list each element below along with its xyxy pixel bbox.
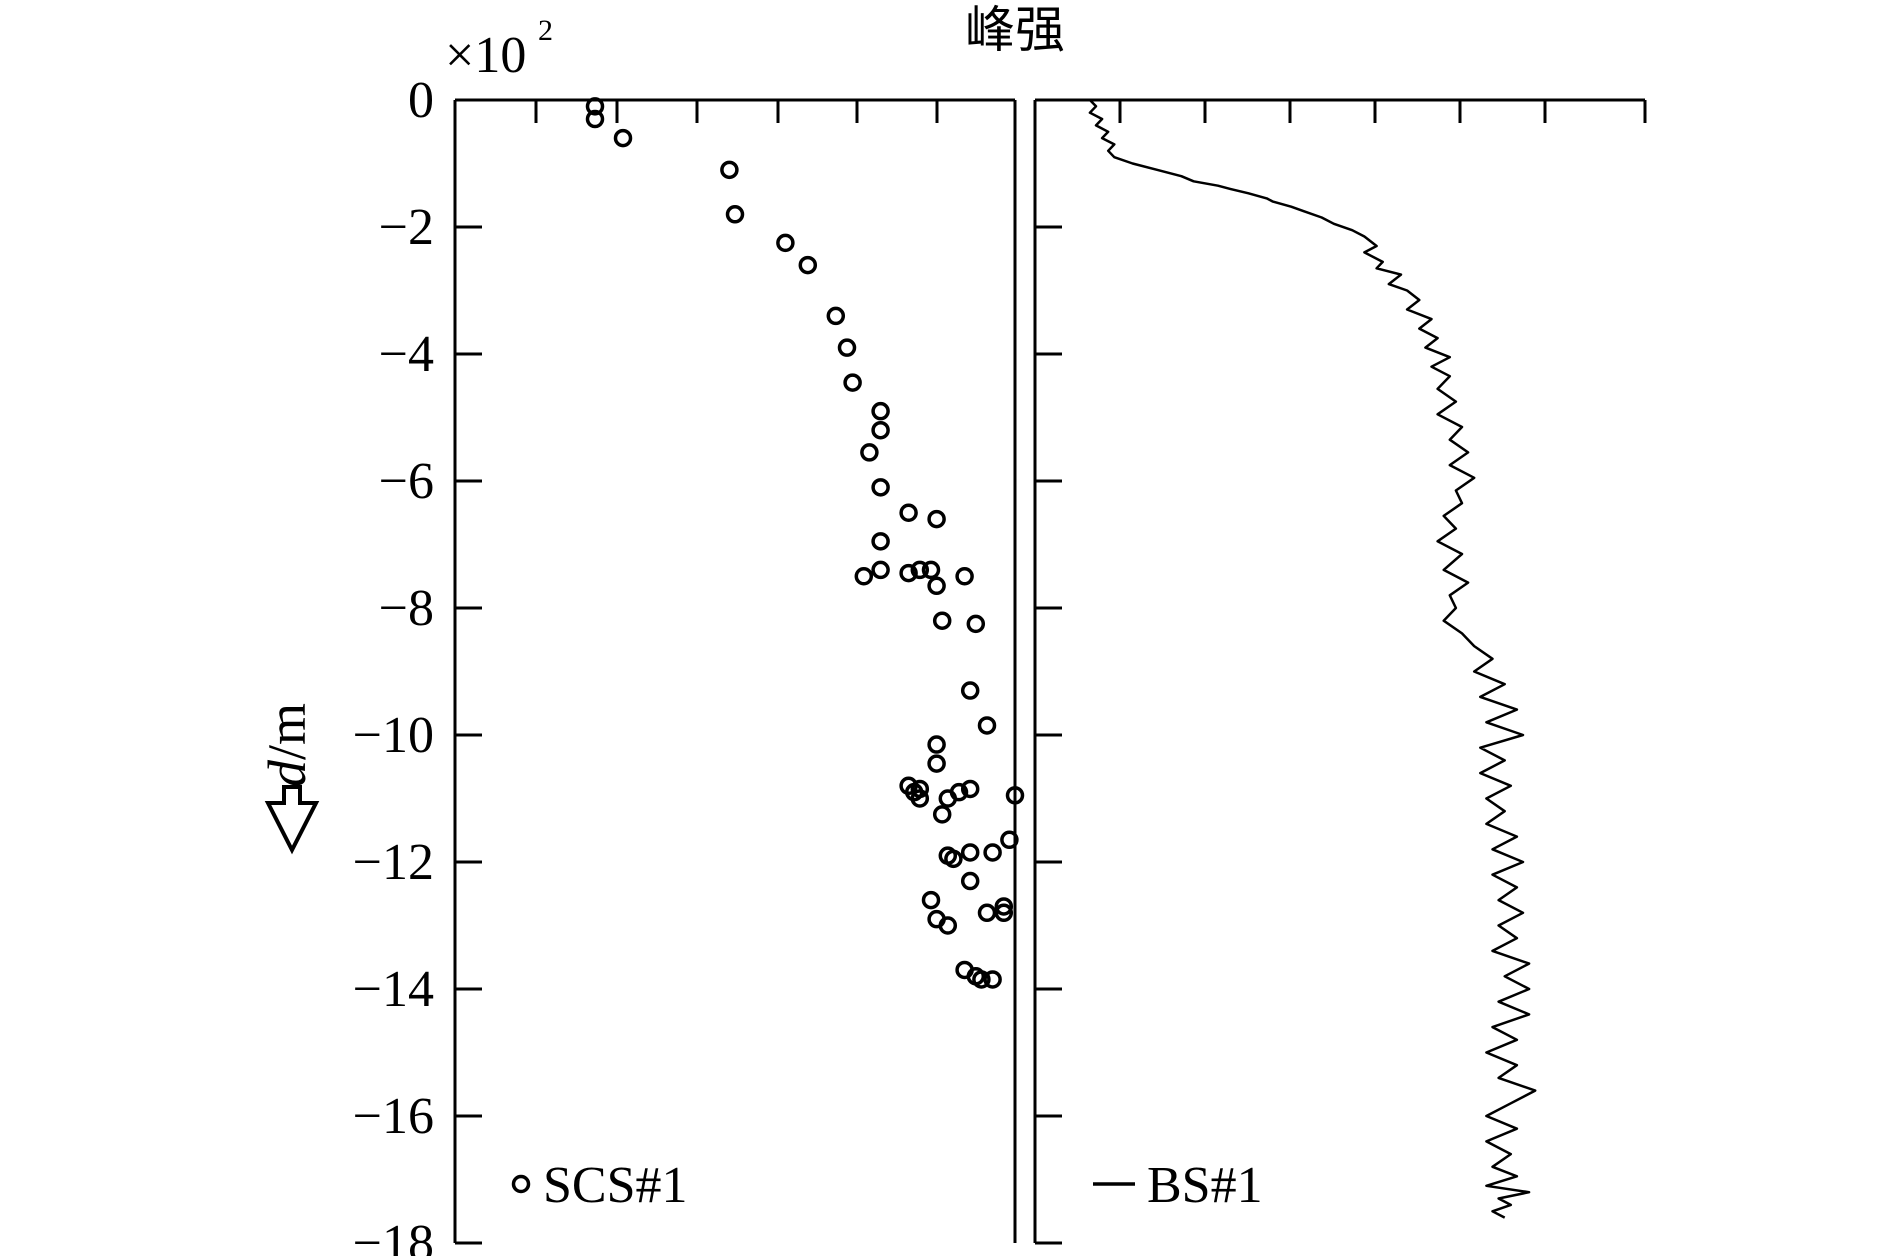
scatter-point: [994, 903, 1014, 923]
scatter-point: [927, 735, 946, 754]
y-tick-label: −12: [353, 834, 434, 891]
y-tick-label: −8: [379, 580, 434, 637]
left-panel-ticks: [455, 98, 939, 1245]
scatter-point: [613, 128, 633, 148]
scatter-point: [960, 871, 980, 891]
scatter-point: [960, 843, 980, 862]
legend-scs1-label: SCS#1: [543, 1157, 688, 1214]
scatter-point: [927, 509, 946, 529]
depth-arrow-shape: [264, 785, 320, 855]
scatter-point: [932, 805, 952, 824]
scatter-point: [871, 478, 890, 497]
scatter-point: [871, 532, 890, 551]
y-axis-label-unit: /m: [257, 703, 317, 760]
y-tick-label: −14: [353, 961, 434, 1018]
scatter-point: [585, 109, 605, 129]
scatter-point: [977, 716, 997, 735]
y-tick-label: −10: [353, 707, 434, 764]
scatter-point: [938, 916, 958, 935]
scatter-point: [826, 306, 846, 326]
scatter-point: [932, 611, 952, 630]
scatter-point: [994, 897, 1014, 916]
scatter-point: [871, 560, 890, 580]
left-panel: SCS#1: [453, 97, 1025, 1245]
y-tick-label: −18: [353, 1215, 434, 1256]
scatter-point: [899, 503, 918, 522]
right-panel-ticks: [1035, 98, 1647, 1245]
legend-bs1-label: BS#1: [1147, 1157, 1263, 1214]
scatter-point: [720, 160, 739, 180]
scatter-point: [910, 560, 930, 580]
scatter-point: [960, 779, 980, 799]
scatter-point: [921, 890, 941, 910]
scatter-point: [899, 563, 918, 583]
y-tick-labels: 0 −2 −4 −6 −8 −10 −12 −14 −16 −18: [353, 72, 434, 1256]
scatter-point: [944, 849, 963, 869]
scatter-point: [966, 614, 986, 634]
right-panel: BS#1: [1033, 98, 1647, 1245]
scatter-point: [910, 779, 930, 799]
scatter-point: [983, 843, 1002, 862]
scatter-point: [860, 443, 879, 462]
scatter-point: [983, 970, 1002, 989]
top-label: 峰强: [965, 2, 1065, 58]
legend-scs1-marker: [511, 1174, 531, 1194]
y-tick-label: 0: [408, 72, 434, 129]
scatter-point: [910, 789, 930, 808]
y-axis-label-var: d: [257, 759, 317, 787]
scatter-point: [1005, 786, 1025, 805]
scatter-point: [1000, 830, 1019, 850]
scatter-point: [798, 255, 818, 275]
y-tick-label: −4: [379, 326, 434, 383]
y-multiplier-exponent: 2: [538, 14, 553, 47]
scatter-point: [955, 567, 974, 586]
scatter-point: [927, 754, 946, 773]
y-tick-label: −2: [379, 199, 434, 256]
scatter-point: [921, 560, 941, 580]
scatter-point: [949, 782, 969, 802]
y-multiplier: ×10: [445, 27, 526, 84]
scatter-point: [977, 903, 997, 923]
scs1-series: [585, 97, 1025, 989]
scatter-point: [725, 205, 745, 224]
scatter-point: [585, 97, 605, 116]
scatter-point: [960, 681, 980, 700]
bs1-series-line: [1088, 99, 1537, 1219]
scatter-point: [871, 420, 890, 440]
scatter-point: [972, 970, 991, 989]
scatter-point: [871, 401, 890, 421]
scatter-point: [837, 338, 857, 357]
scatter-point: [843, 373, 862, 392]
scatter-point: [854, 567, 874, 586]
y-axis-label: d/m: [257, 703, 317, 787]
y-tick-label: −16: [353, 1088, 434, 1145]
scatter-point: [927, 576, 946, 596]
y-tick-label: −6: [379, 453, 434, 510]
scatter-point: [776, 233, 795, 253]
